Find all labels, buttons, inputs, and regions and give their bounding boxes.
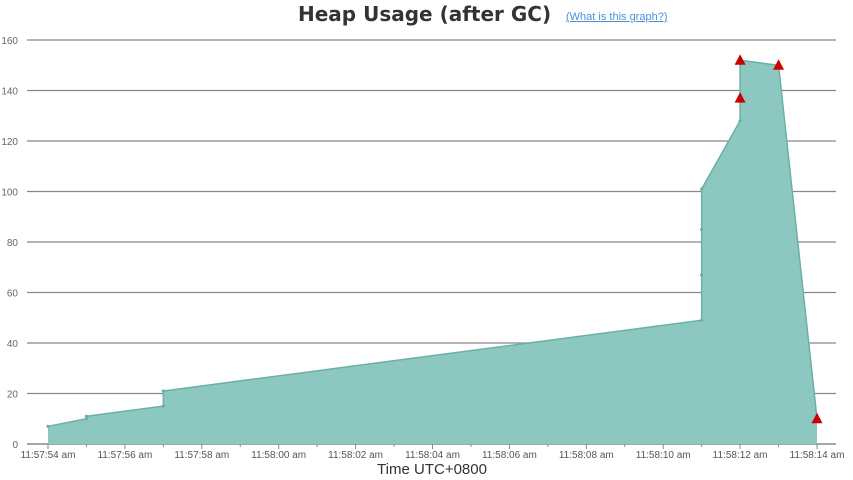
series-area xyxy=(48,60,817,444)
data-point xyxy=(700,273,704,277)
x-tick-label: 11:57:54 am xyxy=(21,450,76,461)
x-tick-label: 11:58:12 am xyxy=(713,450,768,461)
series-line xyxy=(47,59,818,428)
x-tick-label: 11:57:56 am xyxy=(97,450,152,461)
data-point xyxy=(700,187,704,191)
y-tick-label: 120 xyxy=(1,137,18,148)
x-tick-label: 11:58:08 am xyxy=(559,450,614,461)
chart-title: Heap Usage (after GC) xyxy=(298,2,552,26)
full-gc-marker xyxy=(811,412,823,424)
data-point xyxy=(738,119,742,123)
data-point xyxy=(46,424,50,428)
y-tick-label: 80 xyxy=(7,238,19,249)
y-tick-label: 160 xyxy=(1,36,18,47)
y-tick-label: 40 xyxy=(7,339,19,350)
x-tick-label: 11:58:02 am xyxy=(328,450,383,461)
x-tick-label: 11:58:10 am xyxy=(636,450,691,461)
what-is-this-graph-link[interactable]: (What is this graph?) xyxy=(566,11,668,23)
full-gc-marker xyxy=(734,54,746,65)
x-axis-label: Time UTC+0800 xyxy=(377,461,487,475)
x-tick-label: 11:58:14 am xyxy=(790,450,845,461)
data-point xyxy=(700,318,704,322)
data-point xyxy=(161,389,165,393)
x-tick-label: 11:58:06 am xyxy=(482,450,537,461)
x-tick-label: 11:58:04 am xyxy=(405,450,460,461)
data-point xyxy=(84,414,89,418)
full-gc-marker xyxy=(773,59,785,70)
y-tick-label: 0 xyxy=(12,440,18,451)
x-tick-label: 11:58:00 am xyxy=(251,450,306,461)
full-gc-marker xyxy=(734,92,746,103)
x-tick-label: 11:57:58 am xyxy=(174,450,229,461)
y-tick-label: 20 xyxy=(7,390,19,401)
data-point xyxy=(161,404,165,408)
y-tick-label: 60 xyxy=(7,289,19,300)
data-point xyxy=(700,227,704,231)
y-tick-label: 140 xyxy=(1,87,18,98)
y-tick-label: 100 xyxy=(1,188,18,199)
data-point xyxy=(84,417,89,421)
